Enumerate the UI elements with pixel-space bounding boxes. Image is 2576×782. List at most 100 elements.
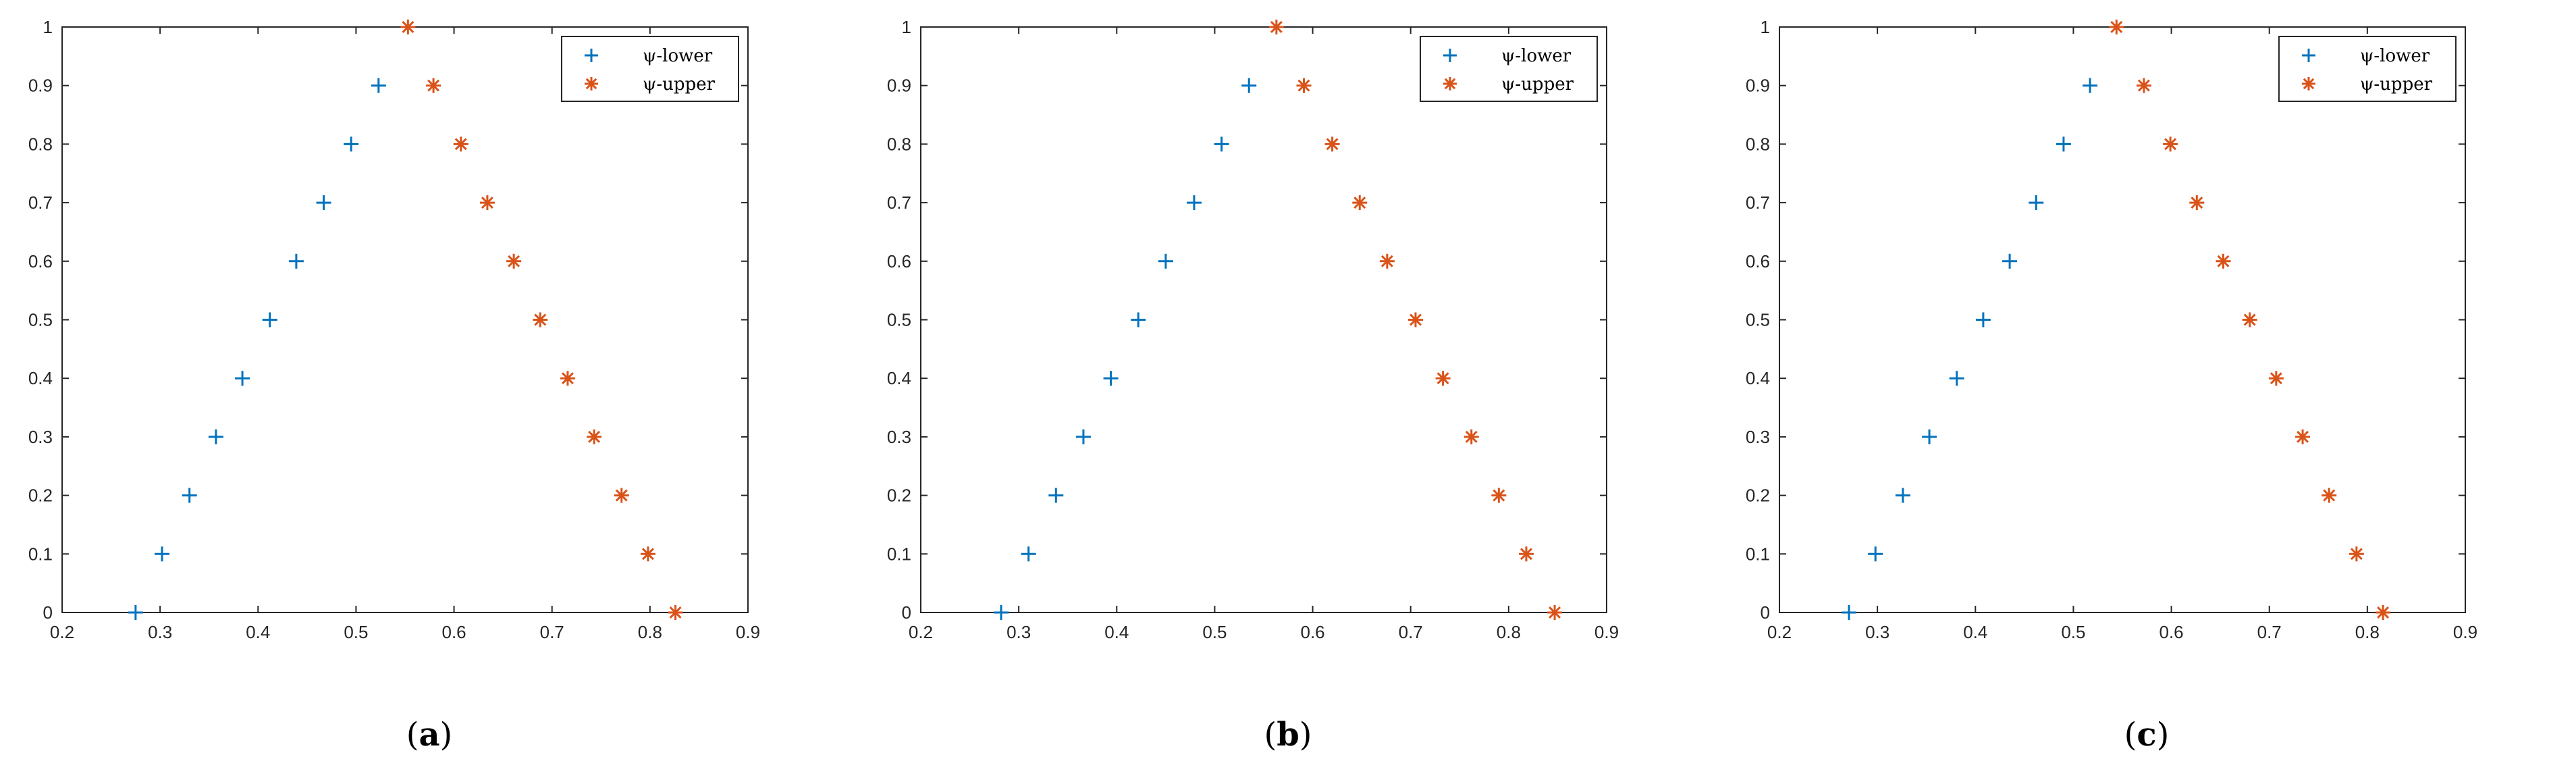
legend-marker bbox=[585, 77, 598, 90]
y-tick-label: 0.8 bbox=[887, 134, 911, 154]
data-point bbox=[288, 253, 304, 269]
data-point bbox=[640, 546, 655, 562]
data-point bbox=[1922, 429, 1937, 444]
legend-marker bbox=[2302, 49, 2315, 62]
x-tick-label: 0.9 bbox=[736, 622, 760, 642]
data-point bbox=[1868, 546, 1883, 562]
x-tick-label: 0.8 bbox=[1497, 622, 1521, 642]
data-point bbox=[1241, 78, 1257, 93]
data-point bbox=[506, 253, 522, 269]
data-point bbox=[1186, 195, 1202, 211]
plot-area bbox=[1779, 26, 2466, 613]
y-tick-label: 0.2 bbox=[28, 486, 53, 506]
y-tick-label: 0 bbox=[1761, 602, 1770, 623]
data-point bbox=[1949, 371, 1964, 386]
data-point bbox=[1895, 488, 1910, 503]
data-point bbox=[2322, 488, 2337, 503]
y-tick-label: 0.9 bbox=[887, 76, 911, 96]
x-tick-label: 0.6 bbox=[441, 622, 466, 642]
data-point bbox=[182, 488, 197, 503]
data-point bbox=[1214, 136, 1229, 152]
legend-label: ψ-lower bbox=[643, 46, 713, 66]
legend-label: ψ-lower bbox=[1501, 46, 1572, 66]
data-point bbox=[426, 78, 441, 93]
x-tick-label: 0.7 bbox=[2257, 622, 2282, 642]
x-tick-label: 0.6 bbox=[1300, 622, 1324, 642]
data-point bbox=[2029, 195, 2044, 211]
x-tick-label: 0.9 bbox=[2453, 622, 2477, 642]
data-point bbox=[155, 546, 170, 562]
data-point bbox=[128, 605, 143, 620]
data-point bbox=[1547, 605, 1563, 620]
data-point bbox=[1407, 312, 1423, 328]
x-tick-label: 0.3 bbox=[148, 622, 172, 642]
legend-marker bbox=[2302, 77, 2315, 90]
chart-svg: 0.2 0.3 0.4 0.5 0.6 0.7 0.8 0.9 0 0.1 0.2 0.3 0.4 0.5… bbox=[887, 17, 1619, 642]
y-tick-label: 0.7 bbox=[28, 192, 53, 213]
legend: ψ-lower ψ-upper bbox=[2278, 36, 2457, 102]
x-tick-label: 0.7 bbox=[540, 622, 564, 642]
data-point bbox=[2163, 136, 2178, 152]
y-tick-label: 0.4 bbox=[28, 368, 53, 388]
y-tick-label: 0.3 bbox=[1746, 427, 1770, 447]
data-point bbox=[2136, 78, 2151, 93]
data-point bbox=[400, 20, 416, 34]
data-point bbox=[560, 371, 575, 386]
y-tick-label: 0.1 bbox=[887, 544, 911, 564]
y-tick-label: 0.6 bbox=[28, 251, 53, 271]
x-tick-label: 0.3 bbox=[1007, 622, 1031, 642]
data-point bbox=[1296, 78, 1312, 93]
data-point bbox=[1158, 253, 1173, 269]
chart-panel-b: 0.2 0.3 0.4 0.5 0.6 0.7 0.8 0.9 0 0.1 0.2 0.3 0.4 0.5… bbox=[859, 0, 1717, 782]
y-tick-label: 0.2 bbox=[1746, 486, 1770, 506]
data-point bbox=[371, 78, 386, 93]
data-point bbox=[1518, 546, 1534, 562]
data-point bbox=[614, 488, 629, 503]
plot-area bbox=[920, 26, 1607, 613]
legend-box bbox=[2278, 36, 2457, 102]
y-tick-label: 0.8 bbox=[28, 134, 53, 154]
data-point bbox=[1021, 546, 1036, 562]
chart-panel-a: 0.2 0.3 0.4 0.5 0.6 0.7 0.8 0.9 0 0.1 0.2 0.3 0.4 0.5… bbox=[0, 0, 859, 782]
data-point bbox=[2242, 312, 2257, 328]
x-tick-label: 0.2 bbox=[1767, 622, 1792, 642]
y-tick-label: 0.7 bbox=[887, 192, 911, 213]
y-tick-label: 0.8 bbox=[1746, 134, 1770, 154]
series-lower bbox=[128, 78, 386, 620]
y-tick-label: 0.1 bbox=[1746, 544, 1770, 564]
data-point bbox=[1131, 312, 1146, 328]
series-upper bbox=[2109, 20, 2391, 620]
y-tick-label: 0.7 bbox=[1746, 192, 1770, 213]
data-point bbox=[1842, 605, 1857, 620]
legend: ψ-lower ψ-upper bbox=[561, 36, 739, 102]
y-tick-label: 0.3 bbox=[28, 427, 53, 447]
legend-marker bbox=[1443, 77, 1457, 90]
data-point bbox=[2376, 605, 2391, 620]
x-tick-label: 0.9 bbox=[1594, 622, 1619, 642]
chart-svg: 0.2 0.3 0.4 0.5 0.6 0.7 0.8 0.9 0 0.1 0.2 0.3 0.4 0.5… bbox=[1746, 17, 2477, 642]
y-tick-label: 0.5 bbox=[28, 310, 53, 330]
y-tick-label: 0.6 bbox=[1746, 251, 1770, 271]
x-tick-label: 0.5 bbox=[2061, 622, 2085, 642]
y-tick-label: 1 bbox=[902, 17, 911, 37]
y-tick-label: 0.3 bbox=[887, 427, 911, 447]
data-point bbox=[1491, 488, 1507, 503]
data-point bbox=[344, 136, 359, 152]
legend-label: ψ-upper bbox=[1501, 74, 1574, 95]
y-tick-label: 0.4 bbox=[1746, 368, 1770, 388]
x-tick-label: 0.8 bbox=[638, 622, 662, 642]
legend-marker bbox=[1443, 49, 1457, 62]
y-tick-label: 0.9 bbox=[1746, 76, 1770, 96]
y-tick-label: 1 bbox=[43, 17, 53, 37]
chart-svg: 0.2 0.3 0.4 0.5 0.6 0.7 0.8 0.9 0 0.1 0.2 0.3 0.4 0.5… bbox=[28, 17, 760, 642]
series-lower bbox=[1842, 78, 2098, 620]
caption-b: (b) bbox=[1264, 716, 1312, 754]
data-point bbox=[316, 195, 331, 211]
legend-label: ψ-lower bbox=[2360, 46, 2430, 66]
x-tick-label: 0.7 bbox=[1399, 622, 1423, 642]
x-tick-label: 0.5 bbox=[1202, 622, 1227, 642]
data-point bbox=[2002, 253, 2018, 269]
y-tick-label: 0.9 bbox=[28, 76, 53, 96]
data-point bbox=[453, 136, 468, 152]
data-point bbox=[1464, 429, 1479, 444]
